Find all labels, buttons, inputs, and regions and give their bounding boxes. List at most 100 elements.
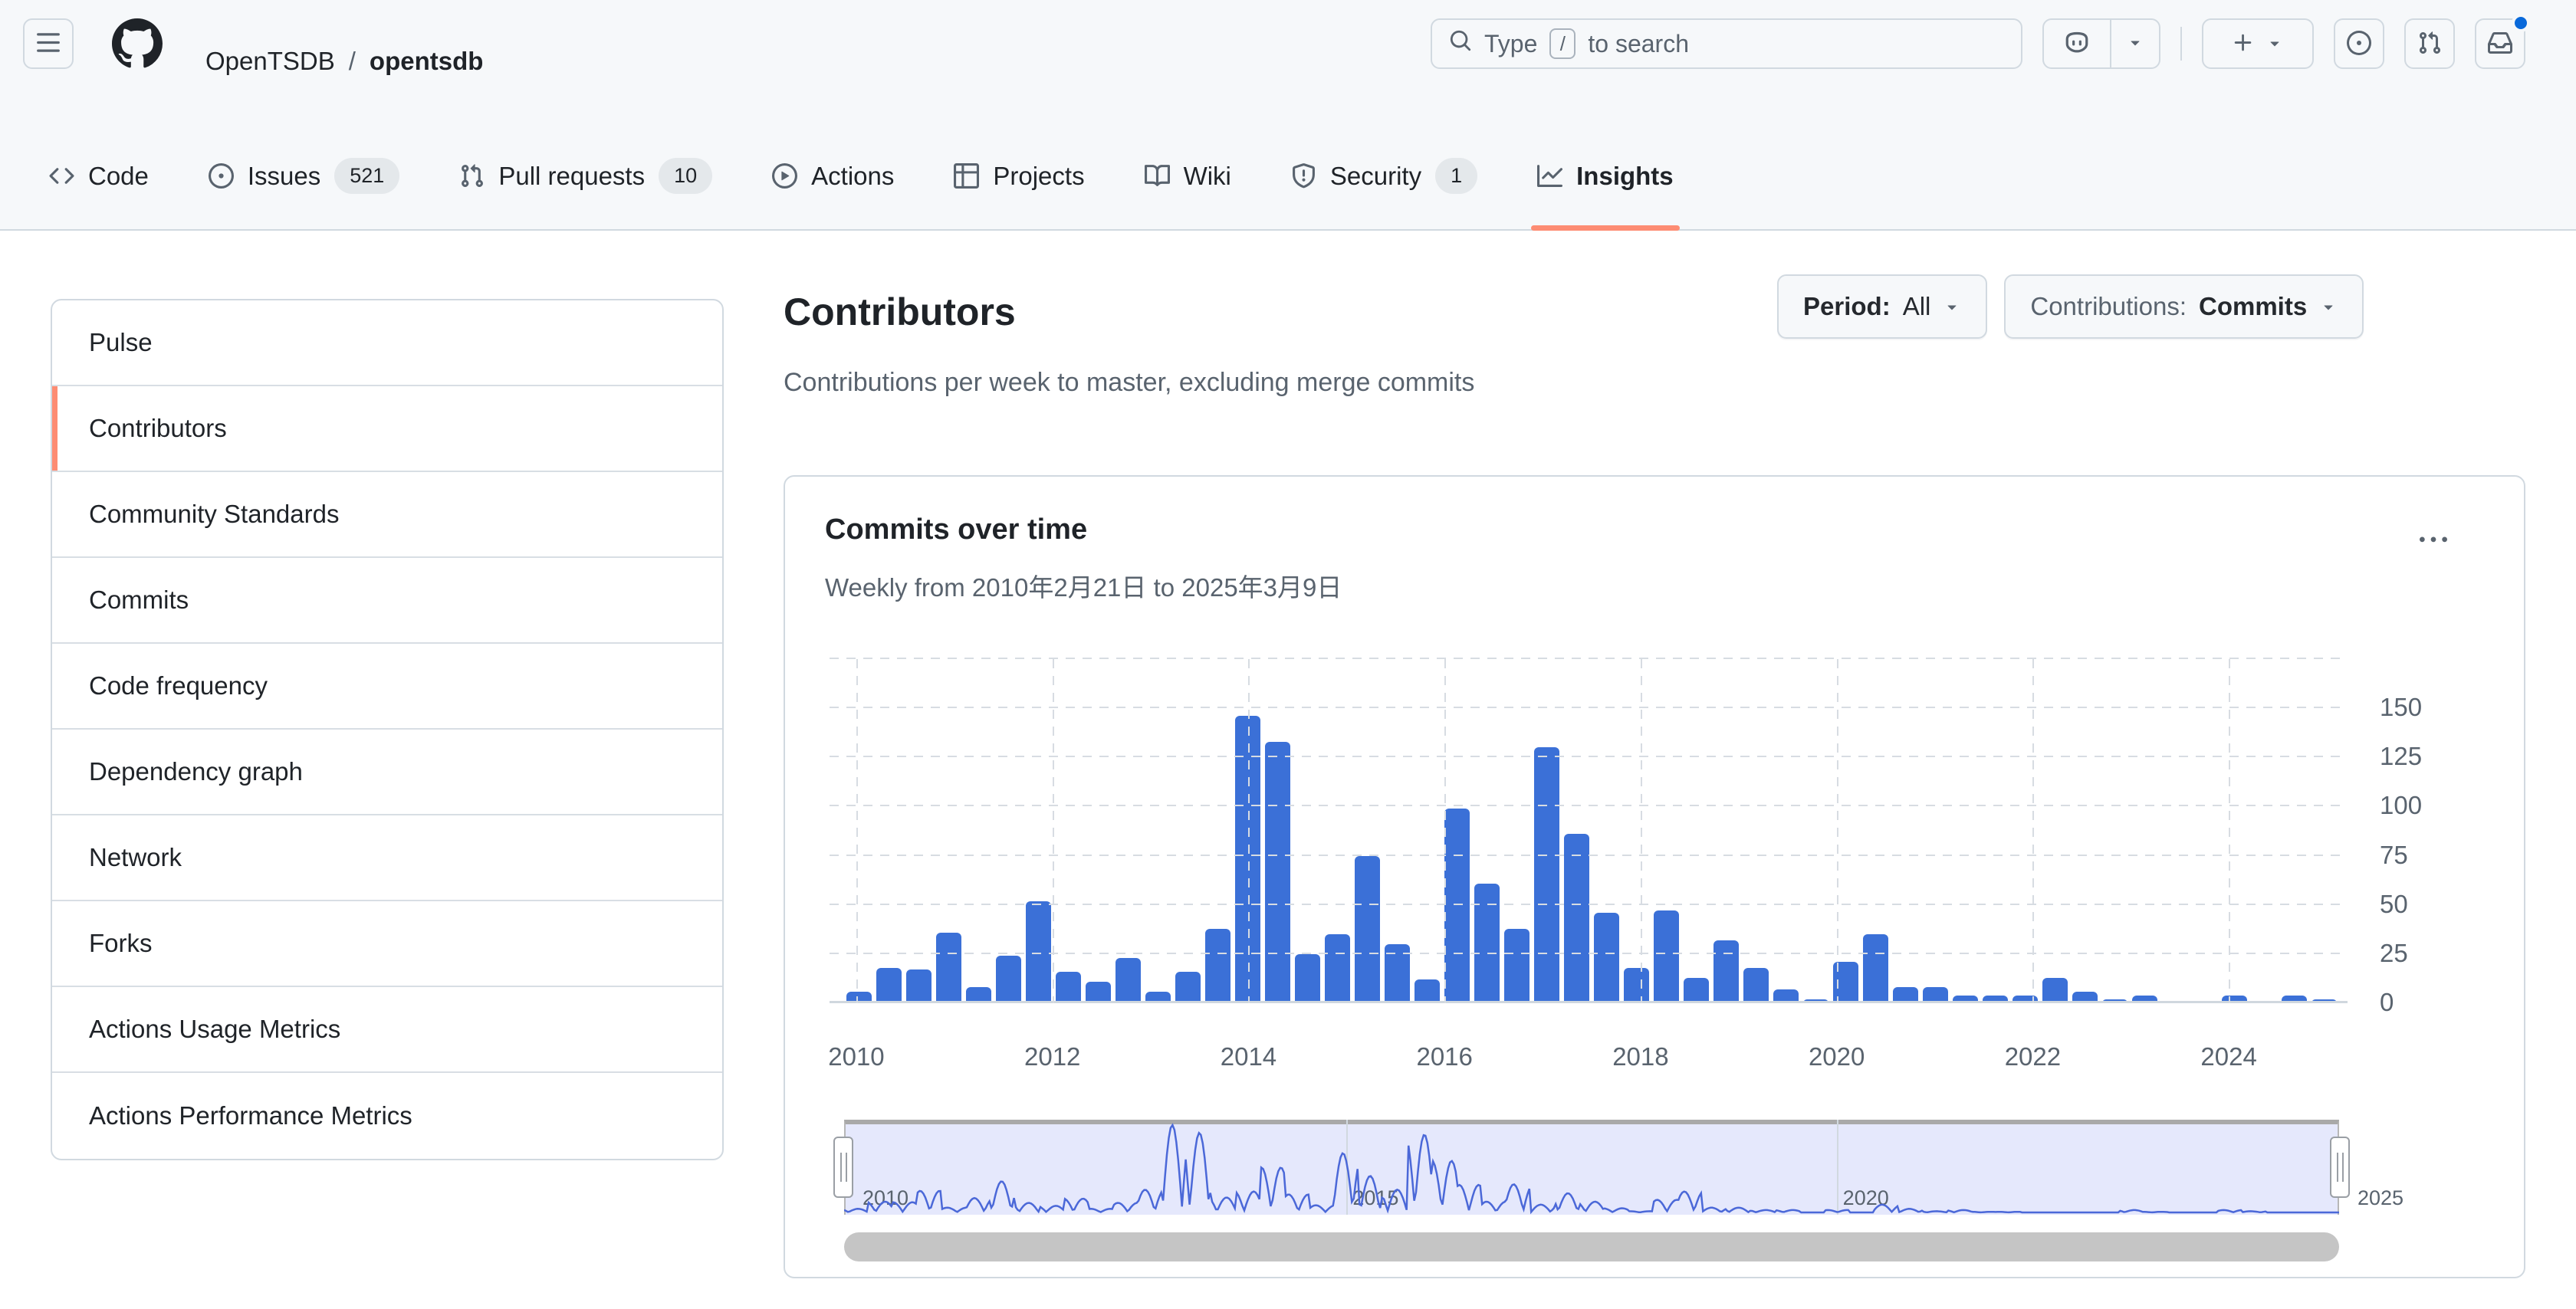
x-tick-label: 2022 — [2004, 1042, 2062, 1071]
bar-chart: 0 25 50 75 100 125 150 2010 2012 2014 2016 2018 202… — [828, 658, 2422, 1071]
code-icon — [49, 163, 74, 189]
bar — [2282, 995, 2307, 1003]
bar — [1714, 940, 1739, 1003]
sidebar-item-community-standards[interactable]: Community Standards — [52, 472, 722, 558]
period-label: Period: — [1803, 292, 1891, 320]
git-pull-request-icon — [2417, 31, 2442, 57]
h-gridline — [830, 658, 2348, 659]
tab-wiki[interactable]: Wiki — [1122, 123, 1254, 229]
github-logo-icon[interactable] — [112, 18, 163, 69]
v-gridline — [1836, 659, 1838, 1003]
search-placeholder-prefix: Type — [1484, 29, 1538, 57]
copilot-button[interactable] — [2044, 20, 2111, 67]
bar — [846, 991, 872, 1003]
kebab-menu-button[interactable] — [2409, 523, 2458, 559]
navigator-selection[interactable] — [844, 1120, 2339, 1215]
bar — [1863, 934, 1888, 1003]
bar — [1953, 995, 1978, 1003]
bar — [2132, 995, 2157, 1003]
tab-label: Security — [1329, 161, 1422, 190]
bar — [966, 987, 991, 1003]
range-navigator[interactable]: 2010 2015 2020 2025 — [833, 1120, 2404, 1215]
sidebar-item-actions-performance-metrics[interactable]: Actions Performance Metrics — [89, 1101, 412, 1130]
horizontal-scrollbar[interactable] — [844, 1232, 2339, 1261]
y-tick-label: 50 — [2380, 889, 2408, 918]
table-icon — [954, 163, 980, 189]
x-tick-label: 2016 — [1416, 1042, 1473, 1071]
tab-pull-requests[interactable]: Pull requests 10 — [436, 123, 735, 229]
issue-opened-icon — [208, 163, 234, 189]
y-tick-label: 0 — [2380, 988, 2394, 1016]
chart-filters: Period: All Contributions: Commits — [1777, 274, 2364, 339]
bar — [1923, 987, 1948, 1003]
v-gridline — [1444, 659, 1447, 1003]
create-new-button[interactable] — [2202, 18, 2314, 69]
chart-subtitle: Weekly from 2010年2月21日 to 2025年3月9日 — [825, 573, 1342, 602]
tab-label: Pull requests — [498, 161, 646, 190]
navigator-gridline — [1836, 1120, 1838, 1215]
sidebar-item-dependency-graph[interactable]: Dependency graph — [52, 730, 722, 815]
pull-requests-dashboard-button[interactable] — [2404, 18, 2455, 69]
issue-opened-icon — [2347, 30, 2371, 57]
bar — [1116, 958, 1141, 1003]
h-gridline — [830, 756, 2348, 758]
navigator-year-label: 2010 — [862, 1186, 909, 1209]
v-gridline — [856, 659, 858, 1003]
period-dropdown[interactable]: Period: All — [1777, 274, 1988, 339]
tab-label: Projects — [993, 161, 1085, 190]
inbox-button[interactable] — [2475, 14, 2530, 69]
tab-label: Actions — [811, 161, 895, 190]
page-subtitle: Contributions per week to master, exclud… — [784, 368, 1475, 397]
breadcrumb-separator: / — [348, 47, 356, 75]
bar — [1056, 971, 1081, 1003]
x-tick-label: 2014 — [1220, 1042, 1277, 1071]
bar — [1654, 910, 1679, 1003]
tab-actions[interactable]: Actions — [749, 123, 917, 229]
bar — [1145, 991, 1171, 1003]
page-title: Contributors — [784, 290, 1016, 333]
sidebar-item-commits[interactable]: Commits — [52, 558, 722, 644]
sidebar-item-code-frequency[interactable]: Code frequency — [52, 644, 722, 730]
issues-dashboard-button[interactable] — [2334, 18, 2384, 69]
tab-projects[interactable]: Projects — [931, 123, 1107, 229]
navigator-left-handle[interactable] — [833, 1137, 853, 1198]
hamburger-button[interactable] — [23, 18, 74, 69]
h-gridline — [830, 707, 2348, 709]
bar — [1325, 934, 1350, 1003]
breadcrumb-owner-link[interactable]: OpenTSDB — [205, 47, 335, 75]
three-bars-icon — [35, 30, 61, 58]
bar — [1295, 953, 1320, 1003]
bar — [1444, 809, 1470, 1003]
notification-dot — [2512, 14, 2530, 32]
h-gridline — [830, 903, 2348, 905]
y-tick-label: 75 — [2380, 840, 2408, 869]
search-input[interactable]: Type / to search — [1431, 18, 2022, 69]
graph-icon — [1537, 163, 1563, 189]
sidebar-item-contributors[interactable]: Contributors — [52, 386, 722, 472]
contributions-dropdown[interactable]: Contributions: Commits — [2004, 274, 2364, 339]
kebab-horizontal-icon — [2420, 527, 2447, 556]
counter-badge: 521 — [334, 158, 400, 194]
breadcrumb-repo-link[interactable]: opentsdb — [369, 47, 484, 75]
tab-code[interactable]: Code — [26, 123, 172, 229]
bar — [1175, 971, 1201, 1003]
header-divider — [2180, 27, 2182, 61]
bar — [876, 967, 902, 1003]
bar — [1235, 716, 1260, 1003]
bar — [1624, 967, 1649, 1003]
tab-security[interactable]: Security 1 — [1268, 123, 1500, 229]
sidebar-item-forks[interactable]: Forks — [52, 901, 722, 987]
sidebar-item-actions-usage-metrics[interactable]: Actions Usage Metrics — [52, 987, 722, 1073]
tab-issues[interactable]: Issues 521 — [186, 123, 422, 229]
copilot-menu-button[interactable] — [2111, 20, 2159, 67]
bar — [1265, 741, 1290, 1003]
bar — [1893, 987, 1918, 1003]
bar — [1534, 747, 1559, 1003]
bar — [1684, 977, 1709, 1003]
sidebar-item-network[interactable]: Network — [52, 815, 722, 901]
navigator-right-handle[interactable] — [2330, 1137, 2350, 1198]
tab-insights[interactable]: Insights — [1514, 123, 1697, 231]
sidebar-item-pulse[interactable]: Pulse — [52, 300, 722, 386]
x-tick-label: 2018 — [1612, 1042, 1669, 1071]
